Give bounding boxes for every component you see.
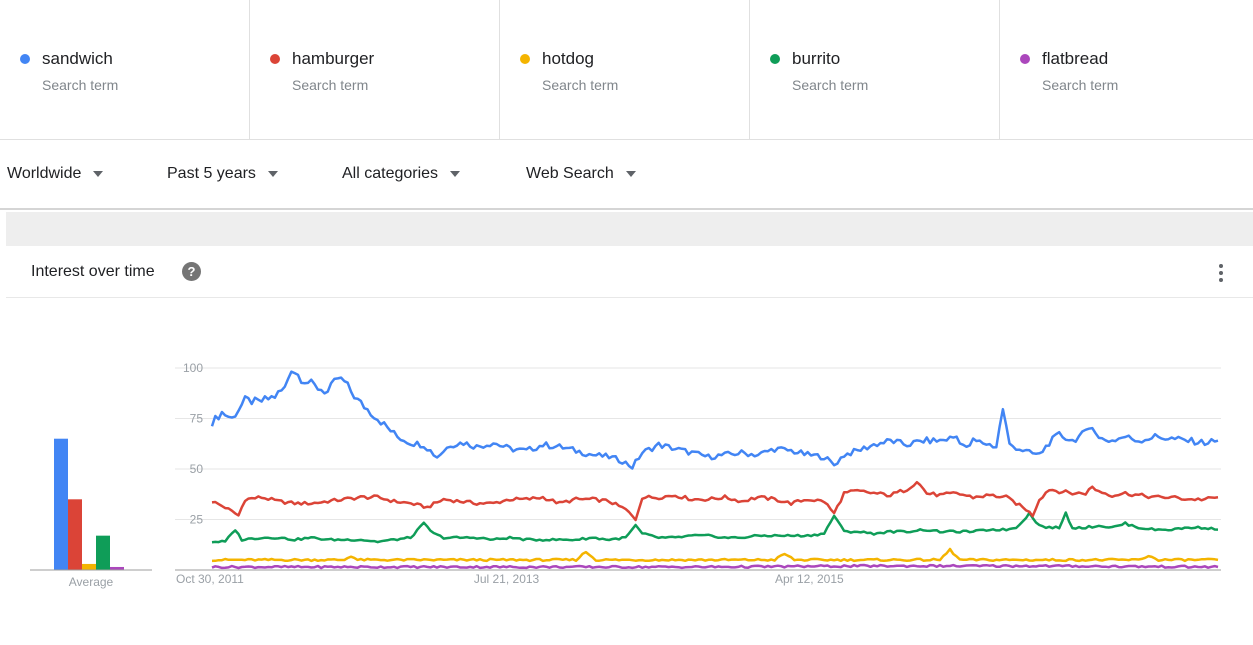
term-name: sandwich bbox=[42, 49, 113, 68]
help-icon[interactable]: ? bbox=[182, 262, 201, 281]
region-dropdown-label: Worldwide bbox=[7, 165, 82, 182]
series-color-dot bbox=[520, 54, 530, 64]
series-line-flatbread bbox=[211, 563, 1219, 570]
term-type: Search term bbox=[292, 77, 369, 93]
interest-over-time-header: Interest over time ? bbox=[6, 246, 1253, 298]
region-dropdown[interactable]: Worldwide bbox=[7, 165, 104, 183]
caret-down-icon bbox=[625, 171, 636, 177]
average-bar-chart bbox=[54, 438, 124, 570]
series-line-sandwich bbox=[210, 370, 1219, 470]
chart-canvas: Average 25 50 75 100 Oct 30, 2011 Jul 21, 20… bbox=[30, 361, 1221, 589]
y-tick-label: 100 bbox=[183, 361, 203, 375]
section-title: Interest over time bbox=[31, 263, 155, 280]
search-type-dropdown[interactable]: Web Search bbox=[526, 165, 636, 183]
series-color-dot bbox=[770, 54, 780, 64]
series-line-hotdog bbox=[211, 547, 1219, 563]
term-type: Search term bbox=[42, 77, 119, 93]
term-type: Search term bbox=[792, 77, 869, 93]
y-tick-label: 75 bbox=[190, 412, 204, 426]
average-bar-flatbread bbox=[110, 566, 124, 570]
average-bar-hotdog bbox=[82, 563, 96, 570]
more-vert-icon[interactable] bbox=[1211, 261, 1231, 285]
caret-down-icon bbox=[93, 171, 104, 177]
category-dropdown-label: All categories bbox=[342, 165, 439, 182]
series-color-dot bbox=[1020, 54, 1030, 64]
term-name: flatbread bbox=[1042, 49, 1109, 68]
term-name: hotdog bbox=[542, 49, 594, 68]
series-line-hamburger bbox=[211, 480, 1219, 522]
series-color-dot bbox=[20, 54, 30, 64]
x-tick-label: Oct 30, 2011 bbox=[176, 572, 244, 586]
term-name: hamburger bbox=[292, 49, 375, 68]
term-card-hamburger[interactable]: hamburger Search term bbox=[250, 0, 500, 140]
average-label: Average bbox=[69, 575, 114, 589]
average-bar-hamburger bbox=[68, 499, 82, 570]
filter-bar: Worldwide Past 5 years All categories We… bbox=[0, 140, 1253, 210]
x-axis-ticks: Oct 30, 2011 Jul 21, 2013 Apr 12, 2015 bbox=[176, 572, 844, 586]
x-tick-label: Apr 12, 2015 bbox=[775, 572, 844, 586]
y-tick-label: 25 bbox=[190, 513, 204, 527]
term-card-burrito[interactable]: burrito Search term bbox=[750, 0, 1000, 140]
x-tick-label: Jul 21, 2013 bbox=[474, 572, 540, 586]
series-line-burrito bbox=[211, 511, 1219, 544]
interest-over-time-chart: Average 25 50 75 100 Oct 30, 2011 Jul 21, 20… bbox=[0, 300, 1253, 645]
category-dropdown[interactable]: All categories bbox=[342, 165, 461, 183]
series-color-dot bbox=[270, 54, 280, 64]
search-type-dropdown-label: Web Search bbox=[526, 165, 614, 182]
y-axis-ticks: 25 50 75 100 bbox=[183, 361, 203, 527]
term-type: Search term bbox=[542, 77, 619, 93]
search-terms-row: sandwich Search term hamburger Search te… bbox=[0, 0, 1253, 140]
term-card-sandwich[interactable]: sandwich Search term bbox=[0, 0, 250, 140]
chart-gridlines bbox=[175, 367, 1221, 571]
time-range-dropdown-label: Past 5 years bbox=[167, 165, 256, 182]
series-lines bbox=[210, 370, 1219, 570]
term-type: Search term bbox=[1042, 77, 1119, 93]
caret-down-icon bbox=[450, 171, 461, 177]
y-tick-label: 50 bbox=[190, 462, 204, 476]
caret-down-icon bbox=[267, 171, 278, 177]
average-bar-burrito bbox=[96, 535, 110, 570]
average-bar-sandwich bbox=[54, 438, 68, 570]
time-range-dropdown[interactable]: Past 5 years bbox=[167, 165, 278, 183]
term-name: burrito bbox=[792, 49, 841, 68]
term-card-hotdog[interactable]: hotdog Search term bbox=[500, 0, 750, 140]
section-separator bbox=[6, 212, 1253, 246]
term-card-flatbread[interactable]: flatbread Search term bbox=[1000, 0, 1250, 140]
